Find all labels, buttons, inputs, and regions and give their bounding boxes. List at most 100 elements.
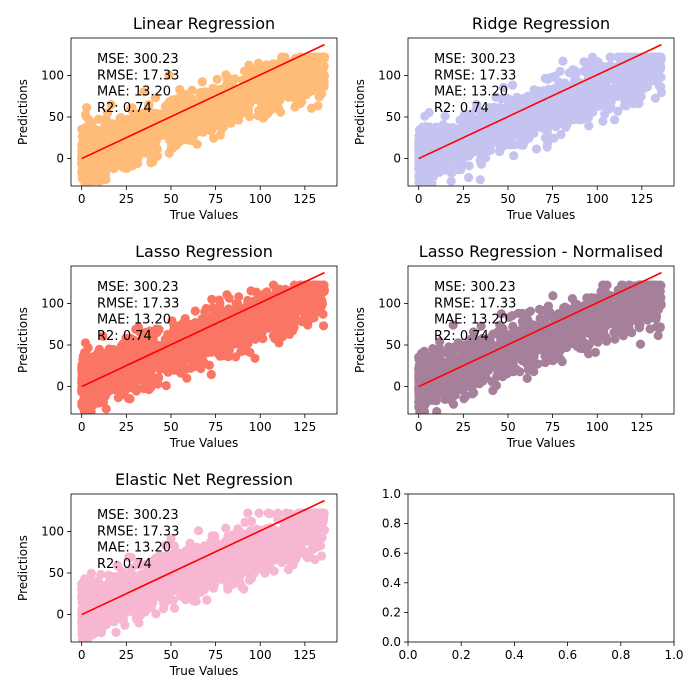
x-axis-label: True Values [169, 436, 239, 450]
scatter-point [222, 290, 232, 300]
scatter-point [558, 83, 569, 93]
scatter-point [81, 370, 91, 380]
scatter-point [275, 307, 285, 317]
scatter-point [565, 97, 575, 107]
scatter-point [229, 111, 239, 121]
scatter-point [126, 104, 136, 114]
scatter-point [287, 92, 297, 102]
scatter-point [499, 82, 509, 93]
scatter-point [214, 295, 224, 305]
scatter-point [220, 349, 230, 359]
scatter-point [115, 113, 125, 123]
scatter-point [503, 124, 513, 134]
scatter-point [78, 354, 88, 364]
y-axis-label: Predictions [16, 79, 30, 145]
scatter-point [277, 83, 287, 93]
scatter-point [93, 364, 103, 374]
scatter-point [577, 91, 587, 101]
scatter-point [454, 146, 464, 156]
scatter-series [414, 52, 667, 186]
scatter-point [170, 118, 180, 128]
scatter-point [119, 387, 129, 397]
scatter-point [475, 155, 485, 166]
y-tick-label: 0 [393, 152, 401, 166]
scatter-point [212, 74, 222, 84]
scatter-point [101, 404, 111, 414]
scatter-point [151, 135, 161, 145]
scatter-point [447, 168, 457, 178]
scatter-point [445, 125, 455, 135]
scatter-point [488, 121, 498, 131]
regression-line [81, 271, 325, 388]
y-axis-label: Predictions [16, 307, 30, 373]
scatter-point [208, 303, 218, 313]
scatter-point [223, 73, 234, 83]
scatter-point [164, 70, 174, 80]
scatter-point [182, 373, 192, 383]
scatter-point [262, 299, 272, 309]
scatter-point [483, 137, 493, 147]
scatter-point [100, 131, 110, 141]
scatter-point [141, 341, 151, 351]
scatter-point [244, 111, 255, 122]
scatter-point [507, 140, 517, 150]
scatter-point [98, 331, 108, 341]
scatter-point [117, 155, 127, 166]
scatter-point [260, 75, 270, 85]
scatter-point [560, 114, 570, 125]
metric-text: MAE: 13.20 [97, 313, 171, 328]
scatter-point [151, 144, 161, 154]
y-tick-label: 0 [56, 152, 64, 166]
scatter-point [125, 145, 135, 155]
scatter-point [188, 132, 198, 142]
scatter-point [540, 73, 550, 83]
scatter-point [295, 98, 305, 109]
x-tick-label: 25 [119, 420, 134, 434]
scatter-point [542, 142, 552, 152]
scatter-point [570, 74, 580, 84]
scatter-point [461, 116, 471, 126]
regression-line [418, 43, 662, 160]
scatter-point [612, 80, 623, 90]
scatter-point [263, 82, 273, 92]
scatter-point [256, 98, 266, 108]
scatter-point [97, 356, 107, 366]
scatter-point [530, 122, 541, 132]
scatter-point [532, 92, 543, 102]
scatter-point [81, 406, 91, 414]
scatter-point [605, 52, 615, 62]
scatter-point [474, 134, 484, 144]
scatter-point [192, 139, 202, 149]
scatter-point [143, 364, 153, 374]
scatter-point [78, 128, 88, 138]
y-tick-label: 50 [49, 110, 64, 124]
x-tick-label: 0 [78, 420, 86, 434]
x-axis-label: True Values [506, 208, 576, 222]
scatter-point [153, 379, 163, 389]
scatter-point [440, 111, 450, 121]
scatter-point [233, 320, 243, 330]
scatter-point [82, 162, 92, 172]
scatter-point [470, 119, 481, 129]
scatter-point [564, 68, 575, 78]
scatter-point [187, 85, 197, 95]
scatter-point [236, 84, 246, 94]
y-tick-label: 0 [56, 380, 64, 394]
scatter-point [248, 328, 258, 338]
x-tick-label: 100 [586, 192, 609, 206]
scatter-point [196, 111, 206, 121]
scatter-point [224, 304, 234, 314]
scatter-point [481, 128, 491, 138]
scatter-point [142, 146, 153, 156]
metric-text: RMSE: 17.33 [97, 296, 179, 311]
scatter-point [574, 105, 584, 115]
scatter-point [196, 363, 206, 374]
scatter-point [245, 347, 255, 357]
scatter-point [209, 133, 219, 143]
scatter-point [265, 321, 275, 331]
scatter-point [278, 57, 288, 67]
scatter-point [206, 369, 216, 380]
scatter-point [544, 97, 554, 107]
scatter-point [647, 64, 658, 74]
scatter-point [475, 175, 485, 185]
